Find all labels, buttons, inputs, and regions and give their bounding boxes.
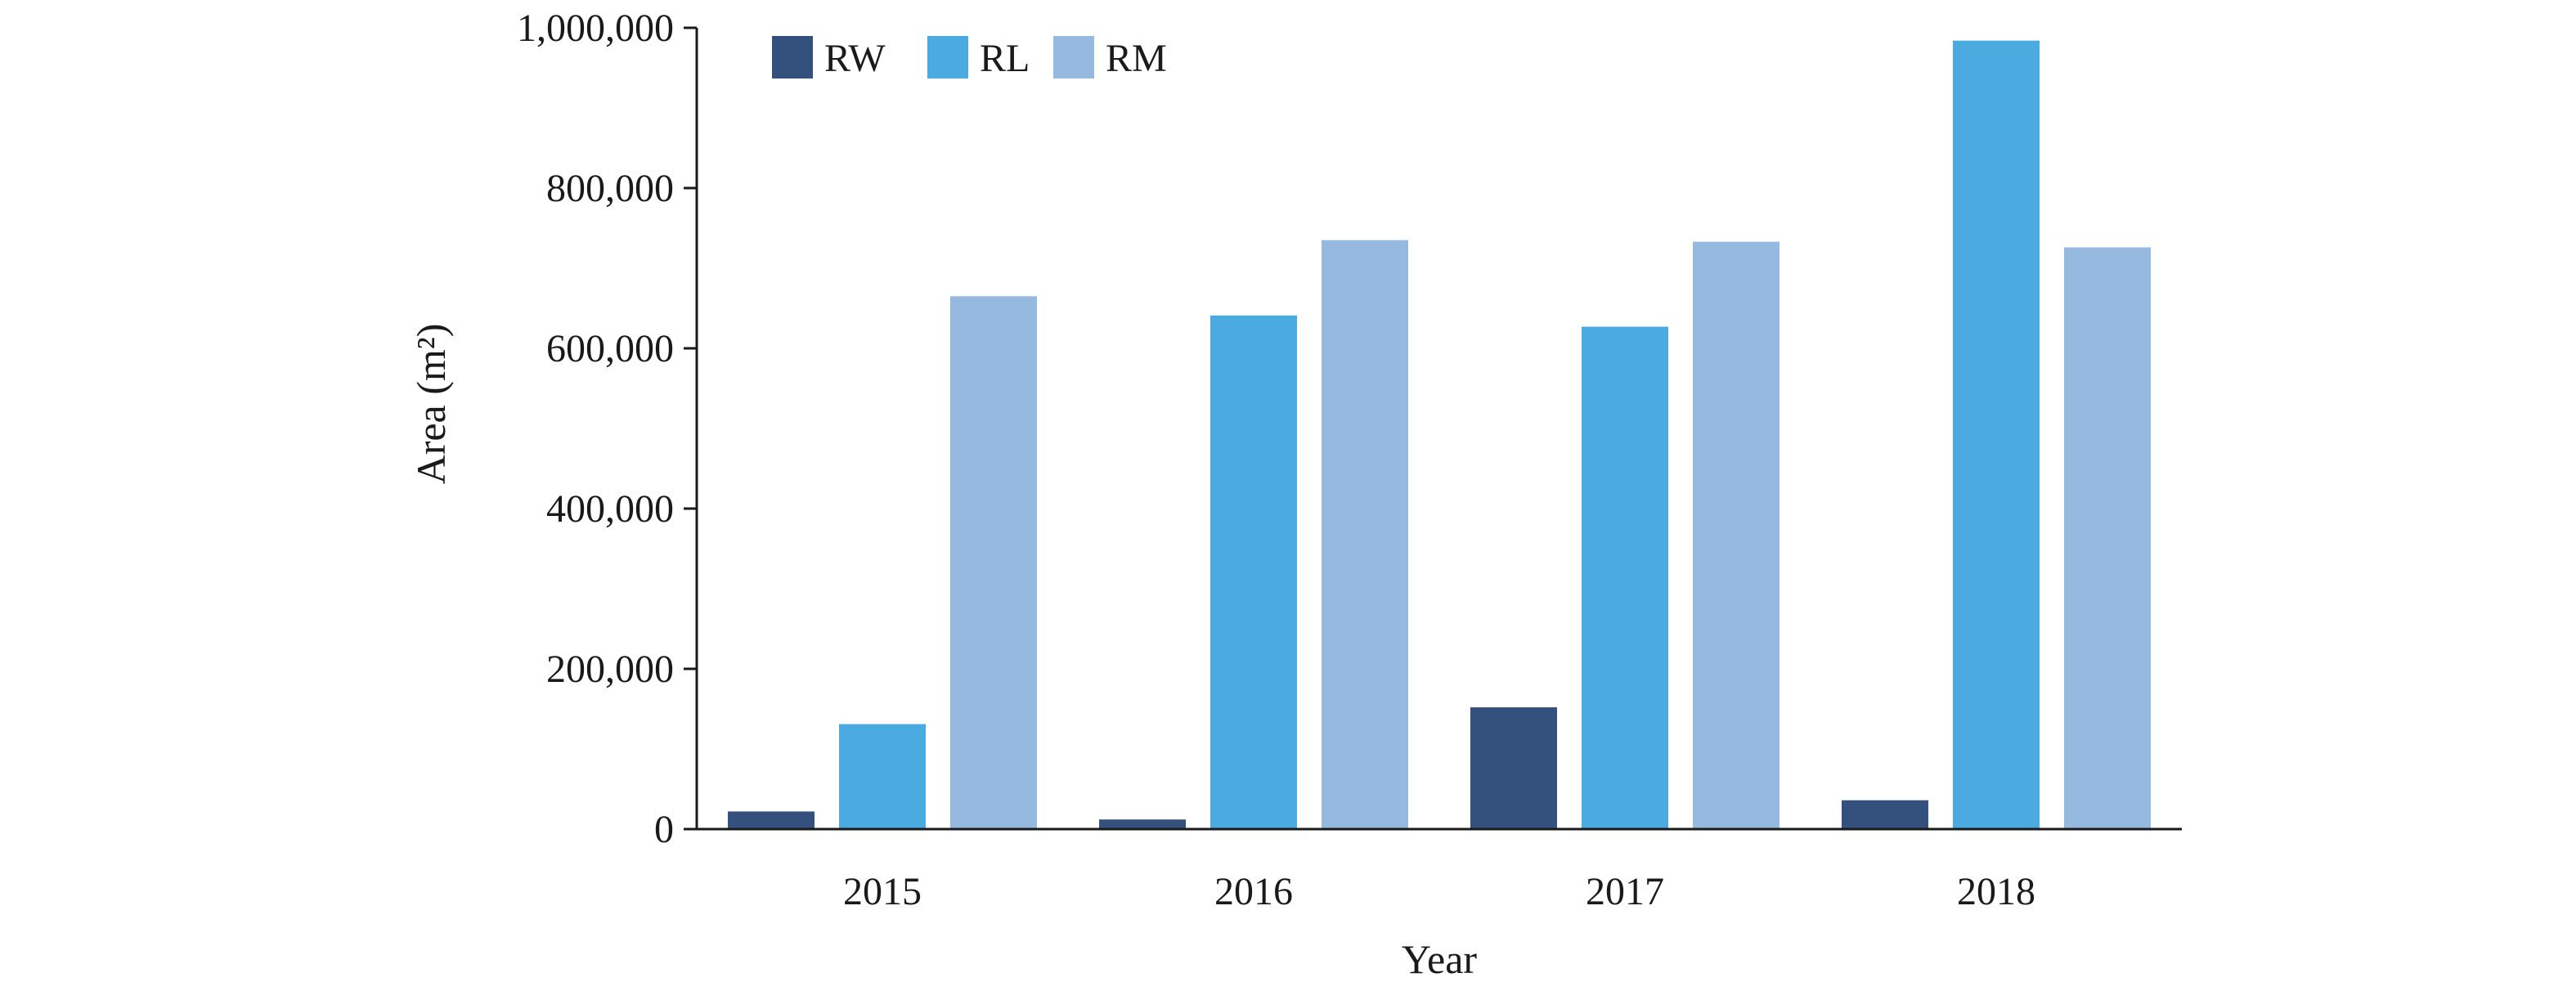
bar-rm-2017 <box>1693 241 1779 829</box>
y-tick-label: 0 <box>654 808 674 851</box>
y-tick-label: 1,000,000 <box>517 7 674 50</box>
bar-rw-2017 <box>1470 707 1557 829</box>
x-tick-label-2017: 2017 <box>1586 870 1664 913</box>
bar-rl-2016 <box>1210 315 1297 829</box>
y-tick-label: 800,000 <box>546 167 674 210</box>
x-tick-label-2015: 2015 <box>843 870 922 913</box>
x-tick-label-2018: 2018 <box>1957 870 2035 913</box>
x-axis-title: Year <box>1402 936 1477 982</box>
bar-rw-2018 <box>1842 800 1928 829</box>
bar-rm-2015 <box>950 296 1037 829</box>
bar-rl-2015 <box>839 724 926 829</box>
legend: RW RL RM <box>772 36 1167 80</box>
y-axis-title: Area (m²) <box>408 324 454 485</box>
bars-group <box>728 40 2151 830</box>
bar-rm-2016 <box>1322 240 1408 829</box>
legend-swatch-rl <box>927 36 968 78</box>
bar-rw-2016 <box>1099 819 1186 829</box>
y-tick-label: 200,000 <box>546 648 674 691</box>
x-tick-label-2016: 2016 <box>1214 870 1293 913</box>
legend-label-rm: RM <box>1106 37 1167 80</box>
legend-swatch-rm <box>1053 36 1094 78</box>
legend-label-rl: RL <box>980 37 1030 80</box>
bar-rm-2018 <box>2064 247 2151 829</box>
bar-rl-2017 <box>1582 326 1668 829</box>
legend-label-rw: RW <box>824 37 886 80</box>
bar-rl-2018 <box>1953 40 2040 830</box>
y-tick-label: 400,000 <box>546 487 674 531</box>
y-tick-label: 600,000 <box>546 327 674 370</box>
legend-swatch-rw <box>772 36 813 78</box>
x-ticks-group: 2015 2016 2017 2018 <box>843 870 2035 913</box>
bar-rw-2015 <box>728 811 815 829</box>
y-ticks-group: 0 200,000 400,000 600,000 800,000 1,000,000 <box>517 7 697 851</box>
